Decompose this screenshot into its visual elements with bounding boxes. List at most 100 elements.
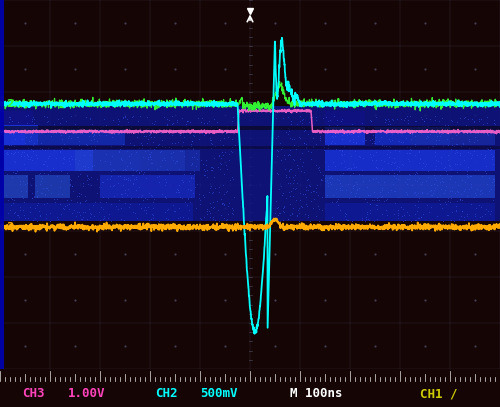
Point <box>377 156 385 163</box>
Point <box>114 180 122 187</box>
Point <box>386 118 394 124</box>
Point <box>217 154 225 161</box>
Point <box>364 192 372 198</box>
Point <box>464 116 472 123</box>
Point <box>348 127 356 133</box>
Point <box>134 169 142 175</box>
Point <box>208 167 216 173</box>
Point <box>32 123 40 129</box>
Point <box>358 214 366 221</box>
Point <box>328 134 336 141</box>
Point <box>182 120 190 127</box>
Point <box>350 193 358 199</box>
Point <box>228 204 236 211</box>
Point <box>434 212 442 219</box>
Point <box>140 133 148 139</box>
Point <box>378 165 386 171</box>
Point <box>122 167 130 174</box>
Point <box>182 202 190 209</box>
Point <box>394 176 402 183</box>
Point <box>167 144 175 151</box>
Point <box>218 149 226 156</box>
Point <box>314 167 322 174</box>
Point <box>201 167 209 174</box>
Point <box>372 165 380 171</box>
Point <box>336 147 344 153</box>
Point <box>36 145 44 151</box>
Point <box>121 199 129 206</box>
Point <box>289 204 297 211</box>
Point <box>282 195 290 201</box>
Point <box>279 208 287 214</box>
Point <box>420 163 428 170</box>
Point <box>176 213 184 220</box>
Point <box>384 188 392 195</box>
Point <box>150 121 158 127</box>
Point <box>475 116 483 123</box>
Point <box>65 158 73 164</box>
Point <box>59 160 67 166</box>
Point <box>198 115 206 121</box>
Point <box>473 130 481 136</box>
Point <box>370 127 378 133</box>
Point <box>167 150 175 157</box>
Point <box>27 136 35 143</box>
Point <box>163 121 171 128</box>
Point <box>46 190 54 196</box>
Point <box>285 150 293 157</box>
Point <box>56 201 64 207</box>
Point <box>419 211 427 217</box>
Point <box>468 184 475 190</box>
Point <box>304 182 312 188</box>
Point <box>106 201 114 208</box>
Point <box>440 143 448 149</box>
Point <box>66 145 74 151</box>
Point <box>438 178 446 184</box>
Point <box>391 200 399 206</box>
Point <box>181 199 189 206</box>
Point <box>85 133 93 139</box>
Point <box>196 200 203 207</box>
Point <box>126 160 134 166</box>
Point <box>83 142 91 148</box>
Point <box>145 126 153 133</box>
Point <box>208 140 216 147</box>
Point <box>279 190 287 196</box>
Point <box>442 122 450 128</box>
Point <box>144 151 152 158</box>
Point <box>468 155 475 161</box>
Point <box>477 204 485 210</box>
Point <box>338 147 346 153</box>
Point <box>200 165 208 172</box>
Point <box>108 218 116 224</box>
Point <box>118 194 126 201</box>
Point <box>328 175 336 182</box>
Point <box>198 128 206 134</box>
Point <box>375 197 383 203</box>
Point <box>136 113 144 120</box>
Point <box>114 118 122 125</box>
Point <box>209 199 217 206</box>
Point <box>37 190 45 197</box>
Point <box>316 123 324 130</box>
Point <box>385 169 393 176</box>
Point <box>90 146 98 152</box>
Point <box>78 216 86 222</box>
Point <box>135 170 143 176</box>
Point <box>222 130 230 136</box>
Point <box>333 175 341 182</box>
Point <box>412 128 420 134</box>
Point <box>296 133 304 140</box>
Point <box>9 199 17 206</box>
Point <box>43 114 51 120</box>
Point <box>347 189 355 195</box>
Point <box>72 209 80 216</box>
Point <box>88 120 96 127</box>
Point <box>97 123 105 130</box>
Point <box>340 210 348 217</box>
Point <box>8 173 16 180</box>
Point <box>136 204 144 211</box>
Point <box>116 173 124 179</box>
Point <box>222 217 230 223</box>
Point <box>146 190 154 196</box>
